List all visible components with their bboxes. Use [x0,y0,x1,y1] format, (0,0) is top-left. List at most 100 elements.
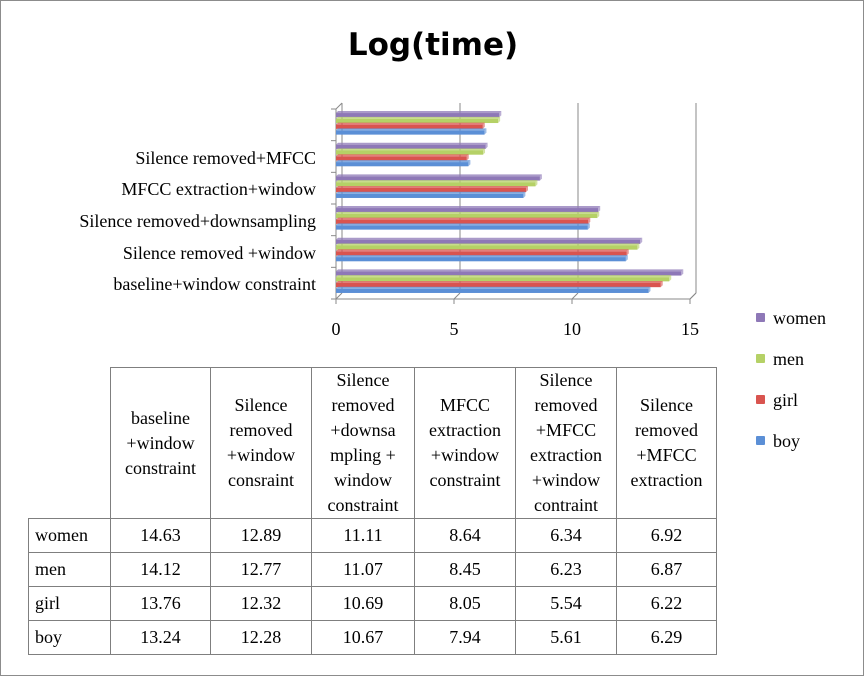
bar-women [336,237,643,244]
legend-item-boy: boy [756,431,866,453]
table-cell: 11.11 [311,518,415,553]
table-header-line: removed [229,420,293,440]
table-cell: 12.32 [210,586,312,621]
floor-right-edge [689,292,697,300]
table-cell: 8.45 [414,552,516,587]
bar-girl [336,280,663,288]
table-header-line: removed [331,395,395,415]
table-header-line: Silence [539,370,593,390]
table-cell: 13.76 [110,586,211,621]
left-wall-top [335,102,343,110]
bar-men [336,211,600,219]
table-header-line: +window [126,432,195,453]
legend-swatch [756,313,765,322]
table-header-line: consraint [228,470,294,490]
legend-label: women [773,308,826,328]
table-header-cell: baseline +window constraint [110,367,211,519]
bar-boy [336,191,526,198]
table-cell: 6.23 [515,552,617,587]
table-cell: 6.29 [616,620,717,655]
table-header-line: +MFCC [535,420,597,440]
floor-gridline-10 [571,292,579,300]
table-header-line: +window [430,445,500,465]
table-cell: 8.64 [414,518,516,553]
table-header-cell: Silence removed +MFCC extraction +window cont… [515,367,617,519]
table-header-cell: Silence removed +downsa mpling + window const… [311,367,415,519]
table-row-label: men [28,552,111,587]
bar-men [336,180,538,187]
table-corner [28,367,111,519]
table-header-cell: Silence removed +window consraint [210,367,312,519]
legend-item-girl: girl [756,390,866,412]
table-cell: 10.67 [311,620,415,655]
table-cell: 8.05 [414,586,516,621]
legend-item-women: women [756,308,866,330]
table-cell: 6.34 [515,518,617,553]
plot-area [331,102,697,304]
bar-girl [336,185,528,193]
table-cell: 7.94 [414,620,516,655]
category-label: Silence removed+downsampling [79,210,316,231]
table-cell: 6.92 [616,518,717,553]
table-header-line: constraint [327,495,399,515]
floor-gridline-0 [335,292,343,300]
table-header-line: constraint [429,470,501,490]
table-cell: 11.07 [311,552,415,587]
bar-men [336,148,486,155]
table-row-label: boy [28,620,111,655]
data-table: baseline +window constraint Silence removed +… [28,367,717,655]
table-cell: 12.77 [210,552,312,587]
bar-women [336,206,601,213]
legend-swatch [756,354,765,363]
table-header-line: Silence [234,395,288,415]
table-header-line: +window [226,445,296,465]
bar-boy [336,255,628,262]
table-cell: 14.12 [110,552,211,587]
table-header-line: +MFCC [636,445,697,465]
table-cell: 10.69 [311,586,415,621]
table-header-line: window [334,470,392,490]
legend-swatch [756,395,765,404]
table-header-line: constraint [125,457,196,478]
table-header-line: removed [534,395,598,415]
table-header-line: removed [635,420,698,440]
table-cell: 5.61 [515,620,617,655]
value-tick-label: 10 [563,319,581,339]
bar-boy [336,286,651,293]
table-header-line: contraint [534,495,598,515]
table-cell: 14.63 [110,518,211,553]
legend-label: boy [773,431,800,451]
table-header-line: Silence [336,370,390,390]
chart-title: Log(time) [347,27,519,63]
table-cell: 5.54 [515,586,617,621]
bar-girl [336,154,469,161]
table-row-label: women [28,518,111,553]
table-cell: 13.24 [110,620,211,655]
table-cell: 12.28 [210,620,312,655]
bar-girl [336,249,629,256]
category-label: baseline+window constraint [113,274,316,295]
bar-men [336,116,501,124]
value-tick-label: 5 [449,319,459,339]
bar-women [336,111,502,118]
bar-girl [336,122,485,129]
bar-men [336,243,640,250]
category-label: MFCC extraction+window [121,179,316,200]
table-row: boy 13.24 12.28 10.67 7.94 5.61 6.29 [28,620,717,655]
table-header-line: baseline [131,407,190,428]
table-header-line: +window [531,470,601,490]
table-header-line: +downsa [330,420,396,440]
table-header-line: MFCC [439,395,491,415]
bar-women [336,142,488,149]
legend-label: girl [773,390,798,410]
value-tick-label: 15 [681,319,699,339]
table-row: men 14.12 12.77 11.07 8.45 6.23 6.87 [28,552,717,587]
table-header-cell: Silence removed +MFCC extraction [616,367,717,519]
table-header-line: Silence [640,395,693,415]
category-label: Silence removed+MFCC [135,147,316,168]
table-cell: 6.87 [616,552,717,587]
table-header-line: extraction [530,445,602,465]
table-cell: 12.89 [210,518,312,553]
legend-item-men: men [756,349,866,371]
